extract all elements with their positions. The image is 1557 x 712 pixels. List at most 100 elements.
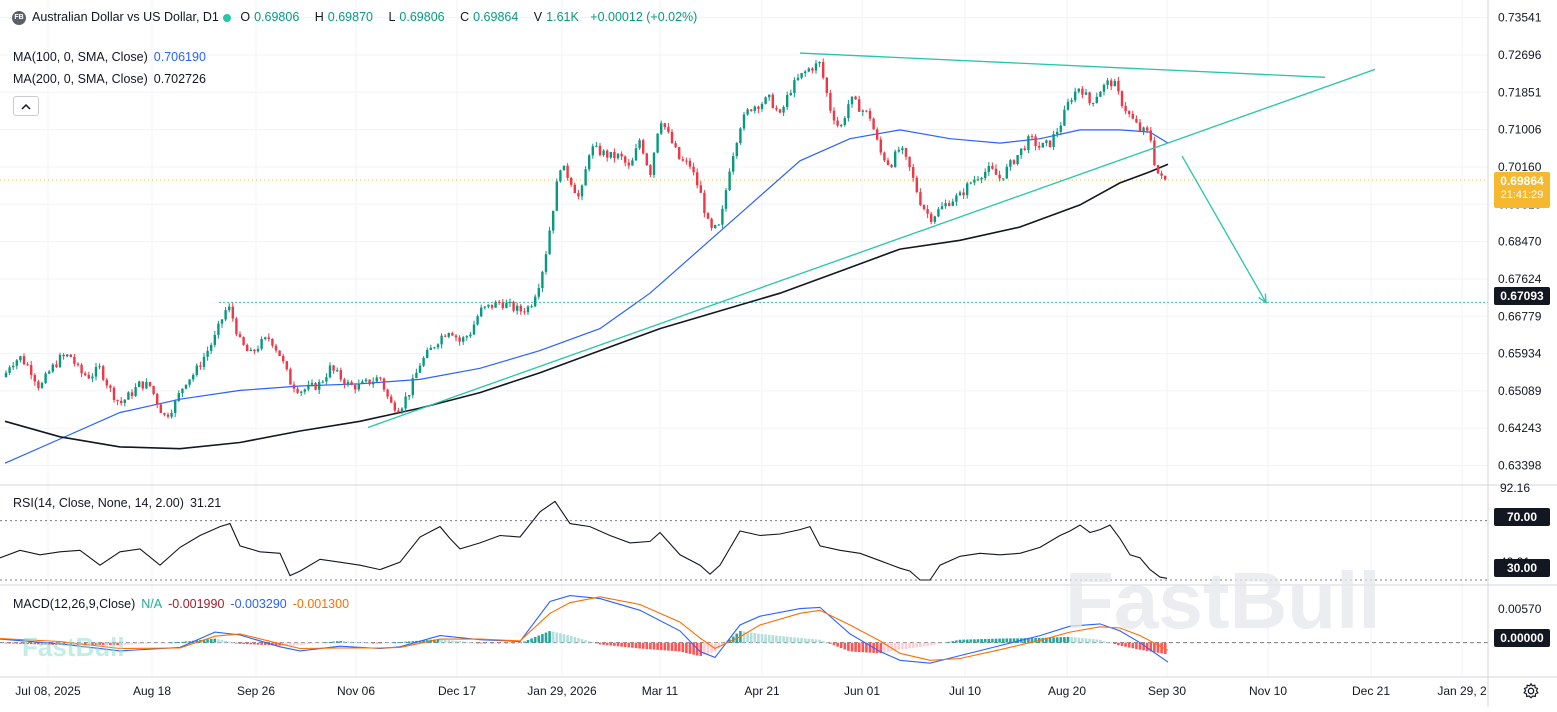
macd-histogram-bar	[692, 642, 695, 655]
macd-histogram-bar	[1124, 642, 1127, 647]
candle-body	[976, 179, 980, 181]
macd-histogram-bar	[1117, 642, 1120, 646]
candle-body	[912, 167, 915, 178]
candle-body	[26, 364, 29, 366]
rsi-legend[interactable]: RSI(14, Close, None, 14, 2.00) 31.21	[13, 496, 227, 510]
candle-body	[886, 160, 890, 165]
candle-body	[436, 344, 440, 348]
candle-body	[1052, 134, 1055, 147]
macd-histogram-bar	[159, 642, 163, 644]
macd-histogram-bar	[1131, 642, 1135, 649]
candle-body	[1131, 113, 1134, 119]
candle-body	[811, 68, 814, 71]
macd-histogram-bar	[580, 639, 584, 643]
macd-histogram-bar	[573, 637, 577, 643]
candle-body	[202, 356, 206, 367]
collapse-legend-button[interactable]	[13, 96, 39, 116]
candle-body	[998, 174, 1001, 179]
macd-histogram-bar	[119, 642, 123, 645]
candle-body	[699, 185, 702, 193]
ma100-legend[interactable]: MA(100, 0, SMA, Close) 0.706190	[13, 50, 212, 64]
macd-histogram-bar	[987, 638, 991, 643]
candle-body	[1027, 136, 1030, 150]
macd-histogram-bar	[623, 642, 627, 648]
candle-body	[580, 185, 584, 197]
candle-body	[991, 165, 994, 169]
symbol-title[interactable]: Australian Dollar vs US Dollar, D1	[32, 10, 219, 24]
candle-body	[94, 366, 98, 377]
candle-body	[1149, 130, 1152, 141]
candle-body	[1146, 127, 1149, 131]
candle-body	[152, 386, 155, 395]
macd-histogram-bar	[897, 642, 901, 650]
macd-histogram-bar	[1030, 638, 1034, 643]
candle-body	[966, 183, 969, 196]
candle-body	[318, 381, 321, 390]
time-tick-label: Mar 11	[642, 684, 679, 698]
candle-body	[861, 110, 864, 112]
open-value: 0.69806	[254, 10, 300, 24]
candle-body	[890, 164, 893, 167]
macd-histogram-bar	[663, 642, 667, 651]
candle-body	[703, 192, 706, 214]
time-tick-label: Apr 21	[744, 684, 780, 698]
ma200-legend[interactable]: MA(200, 0, SMA, Close) 0.702726	[13, 72, 212, 86]
macd-histogram-bar	[260, 642, 263, 645]
macd-pane	[0, 595, 1488, 664]
macd-histogram-bar	[1109, 642, 1113, 644]
candle-body	[552, 210, 555, 231]
macd-histogram-bar	[386, 642, 389, 644]
candle-body	[354, 384, 357, 390]
candle-body	[372, 381, 375, 385]
macd-histogram-bar	[904, 642, 908, 649]
watermark-large: FastBull	[1065, 556, 1381, 645]
macd-histogram-bar	[537, 635, 541, 643]
macd-histogram-bar	[710, 642, 713, 653]
macd-histogram-bar	[861, 642, 865, 653]
candle-body	[192, 374, 195, 380]
upper-resistance-line	[799, 52, 1326, 78]
macd-histogram-bar	[105, 642, 109, 646]
ma100-label: MA(100, 0, SMA, Close)	[13, 50, 148, 64]
price-tick-label: 0.68470	[1498, 235, 1542, 249]
macd-histogram-bar	[688, 642, 692, 654]
macd-histogram-bar	[141, 642, 145, 644]
settings-gear-icon[interactable]	[1522, 682, 1540, 700]
candle-body	[868, 110, 872, 119]
macd-histogram-bar	[933, 642, 937, 645]
candle-body	[483, 306, 486, 308]
macd-histogram-bar	[145, 642, 148, 644]
macd-histogram-bar	[609, 642, 613, 646]
candle-body	[184, 384, 188, 389]
candle-body	[836, 120, 839, 126]
candle-body	[922, 205, 926, 210]
candle-body	[1041, 142, 1044, 148]
macd-histogram-bar	[685, 642, 688, 653]
macd-histogram-bar	[321, 642, 325, 644]
rsi-line	[0, 500, 1168, 581]
macd-histogram-bar	[983, 638, 987, 643]
macd-histogram-bar	[371, 642, 375, 644]
macd-legend[interactable]: MACD(12,26,9,Close) N/A -0.001990 -0.003290…	[13, 597, 355, 611]
candle-body	[1099, 91, 1102, 97]
candle-body	[1142, 127, 1145, 132]
watermark-layer: FastBull FastBull	[22, 556, 1381, 662]
candle-body	[177, 393, 180, 401]
macd-histogram-bar	[357, 642, 361, 643]
candle-body	[746, 109, 749, 115]
macd-histogram-bar	[299, 642, 303, 645]
macd-histogram-bar	[1077, 637, 1081, 643]
macd-histogram-bar	[1059, 637, 1063, 643]
candle-body	[901, 148, 904, 150]
macd-histogram-bar	[1160, 642, 1163, 654]
candle-body	[469, 334, 472, 337]
macd-histogram-bar	[602, 642, 605, 645]
candle-body	[91, 376, 94, 379]
candle-body	[274, 345, 278, 351]
candle-body	[166, 414, 170, 417]
candle-body	[948, 203, 951, 206]
macd-histogram-bar	[101, 642, 105, 646]
price-tick-label: 0.70160	[1498, 160, 1542, 174]
